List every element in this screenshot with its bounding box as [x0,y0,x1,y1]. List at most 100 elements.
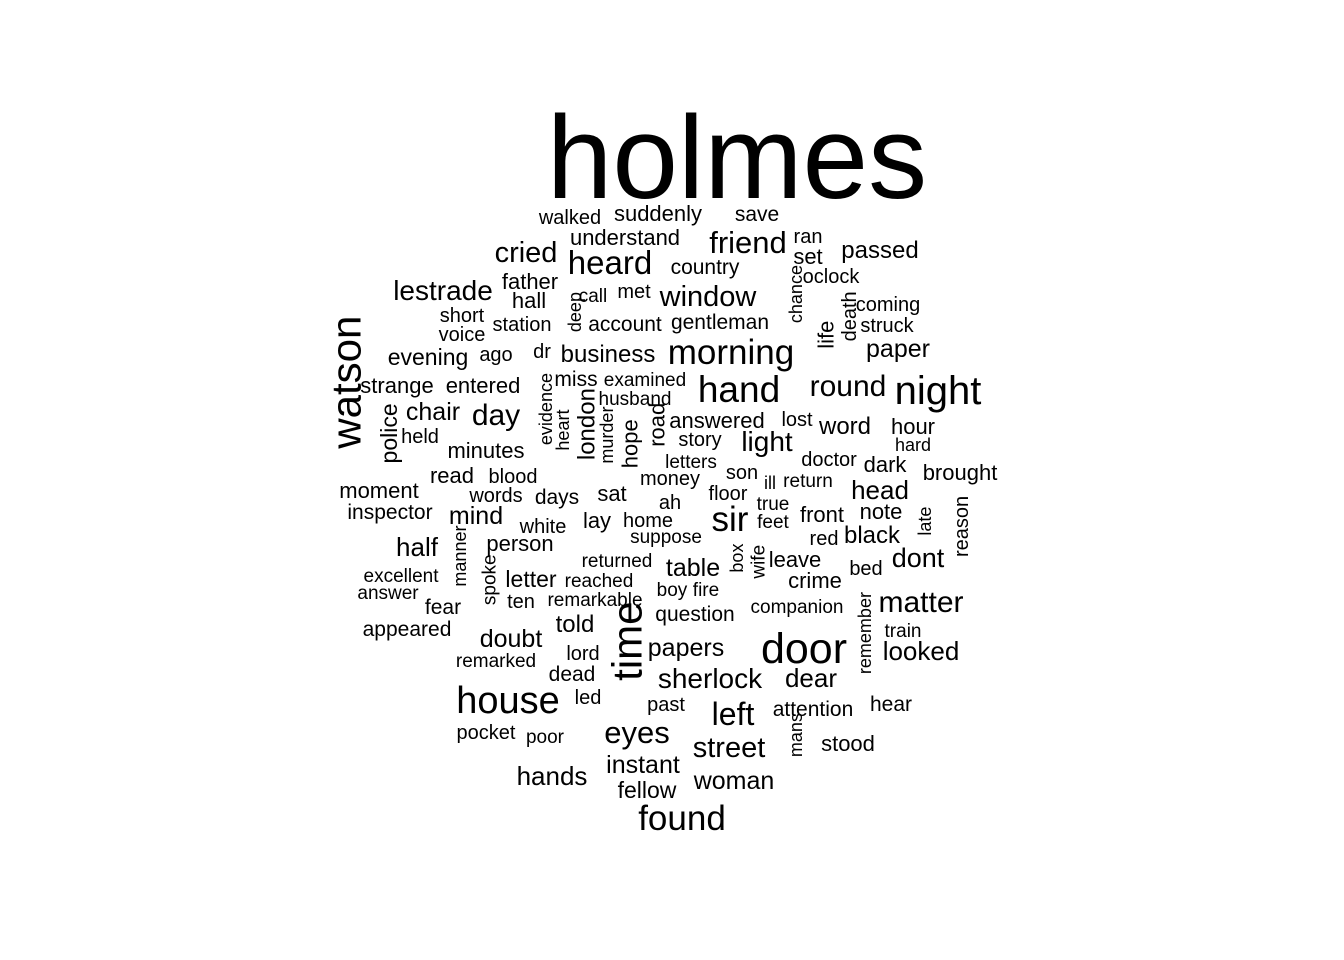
cloud-word-evidence: evidence [536,373,556,445]
cloud-word-time: time [604,601,651,680]
cloud-word-dont: dont [892,543,945,573]
cloud-word-attention: attention [773,698,854,721]
cloud-word-excellent: excellent [364,566,440,587]
cloud-word-past: past [647,694,685,716]
cloud-word-return: return [783,471,833,492]
cloud-word-letter: letter [505,566,556,592]
cloud-word-road: road [645,403,670,447]
cloud-word-station: station [493,314,552,336]
cloud-word-words: words [468,485,522,507]
cloud-word-dear: dear [785,663,837,693]
cloud-word-pocket: pocket [457,722,516,744]
cloud-word-led: led [575,687,602,709]
cloud-word-life: life [814,321,839,349]
cloud-word-coming: coming [856,294,920,316]
cloud-word-walked: walked [538,207,601,229]
cloud-word-wife: wife [749,545,770,580]
cloud-word-days: days [535,486,579,509]
cloud-word-suppose: suppose [630,527,702,548]
cloud-word-window: window [659,281,758,313]
cloud-word-mind: mind [449,502,503,530]
cloud-word-fellow: fellow [618,777,677,803]
cloud-word-reached: reached [565,571,634,592]
cloud-word-chance: chance [786,265,806,323]
cloud-word-heard: heard [568,244,652,281]
cloud-word-fire: fire [693,580,719,601]
cloud-word-hear: hear [870,693,912,716]
cloud-word-moment: moment [339,478,418,503]
cloud-word-dr: dr [533,341,551,363]
cloud-word-met: met [617,281,651,303]
cloud-word-answered: answered [669,408,764,433]
cloud-word-doubt: doubt [480,625,543,653]
cloud-word-matter: matter [878,586,963,619]
cloud-word-fear: fear [425,596,461,619]
cloud-word-ago: ago [479,344,512,366]
cloud-word-looked: looked [883,636,960,666]
cloud-word-sherlock: sherlock [658,663,763,694]
cloud-word-true: true [757,494,790,515]
cloud-word-sat: sat [597,481,626,506]
cloud-word-heart: heart [553,410,573,451]
cloud-word-stood: stood [821,731,875,756]
cloud-word-miss: miss [554,368,597,391]
cloud-word-strange: strange [360,373,433,398]
cloud-word-round: round [810,370,887,403]
cloud-word-ran: ran [794,226,823,248]
cloud-word-evening: evening [388,344,469,370]
cloud-word-poor: poor [526,727,565,748]
cloud-word-ten: ten [507,591,535,613]
cloud-word-floor: floor [709,483,748,505]
cloud-word-set: set [793,244,822,269]
cloud-word-home: home [623,510,673,532]
cloud-word-examined: examined [604,370,686,391]
cloud-word-morning: morning [668,333,794,372]
cloud-word-hall: hall [512,288,546,313]
cloud-word-friend: friend [709,225,787,260]
cloud-word-country: country [671,256,740,279]
cloud-word-spoke: spoke [480,554,501,605]
cloud-word-business: business [561,341,656,368]
cloud-word-father: father [502,269,558,294]
cloud-word-found: found [638,799,726,838]
cloud-word-dark: dark [864,452,908,477]
cloud-word-crime: crime [788,568,842,593]
cloud-word-short: short [440,305,485,327]
cloud-word-light: light [741,426,793,457]
cloud-word-feet: feet [757,512,789,533]
cloud-word-understand: understand [570,225,680,250]
cloud-word-left: left [712,696,755,732]
cloud-word-police: police [376,403,402,463]
cloud-word-manner: manner [450,526,470,587]
cloud-word-table: table [666,554,720,582]
cloud-word-train: train [885,621,922,642]
cloud-word-entered: entered [446,373,521,398]
cloud-word-word: word [818,413,871,440]
cloud-word-appeared: appeared [363,618,452,641]
cloud-word-mans: mans [786,713,806,757]
cloud-word-bed: bed [849,558,882,580]
cloud-word-murder: murder [597,407,617,464]
cloud-word-suddenly: suddenly [614,201,702,226]
cloud-word-black: black [844,522,901,549]
cloud-word-lost: lost [781,409,813,431]
cloud-word-read: read [430,463,474,488]
cloud-word-house: house [456,680,560,722]
cloud-word-money: money [640,468,700,490]
cloud-word-gentleman: gentleman [671,311,769,334]
cloud-word-note: note [860,499,903,524]
cloud-word-woman: woman [693,767,775,795]
cloud-word-paper: paper [866,335,930,363]
cloud-word-account: account [588,313,662,336]
cloud-word-companion: companion [751,597,844,618]
cloud-word-death: death [839,291,861,341]
cloud-word-hard: hard [895,435,931,455]
cloud-word-minutes: minutes [447,438,524,463]
cloud-word-remember: remember [855,592,875,674]
cloud-word-chair: chair [406,398,460,426]
cloud-word-reason: reason [951,496,973,557]
cloud-word-dead: dead [549,663,596,686]
cloud-word-lord: lord [566,643,599,665]
cloud-word-hand: hand [698,369,780,410]
